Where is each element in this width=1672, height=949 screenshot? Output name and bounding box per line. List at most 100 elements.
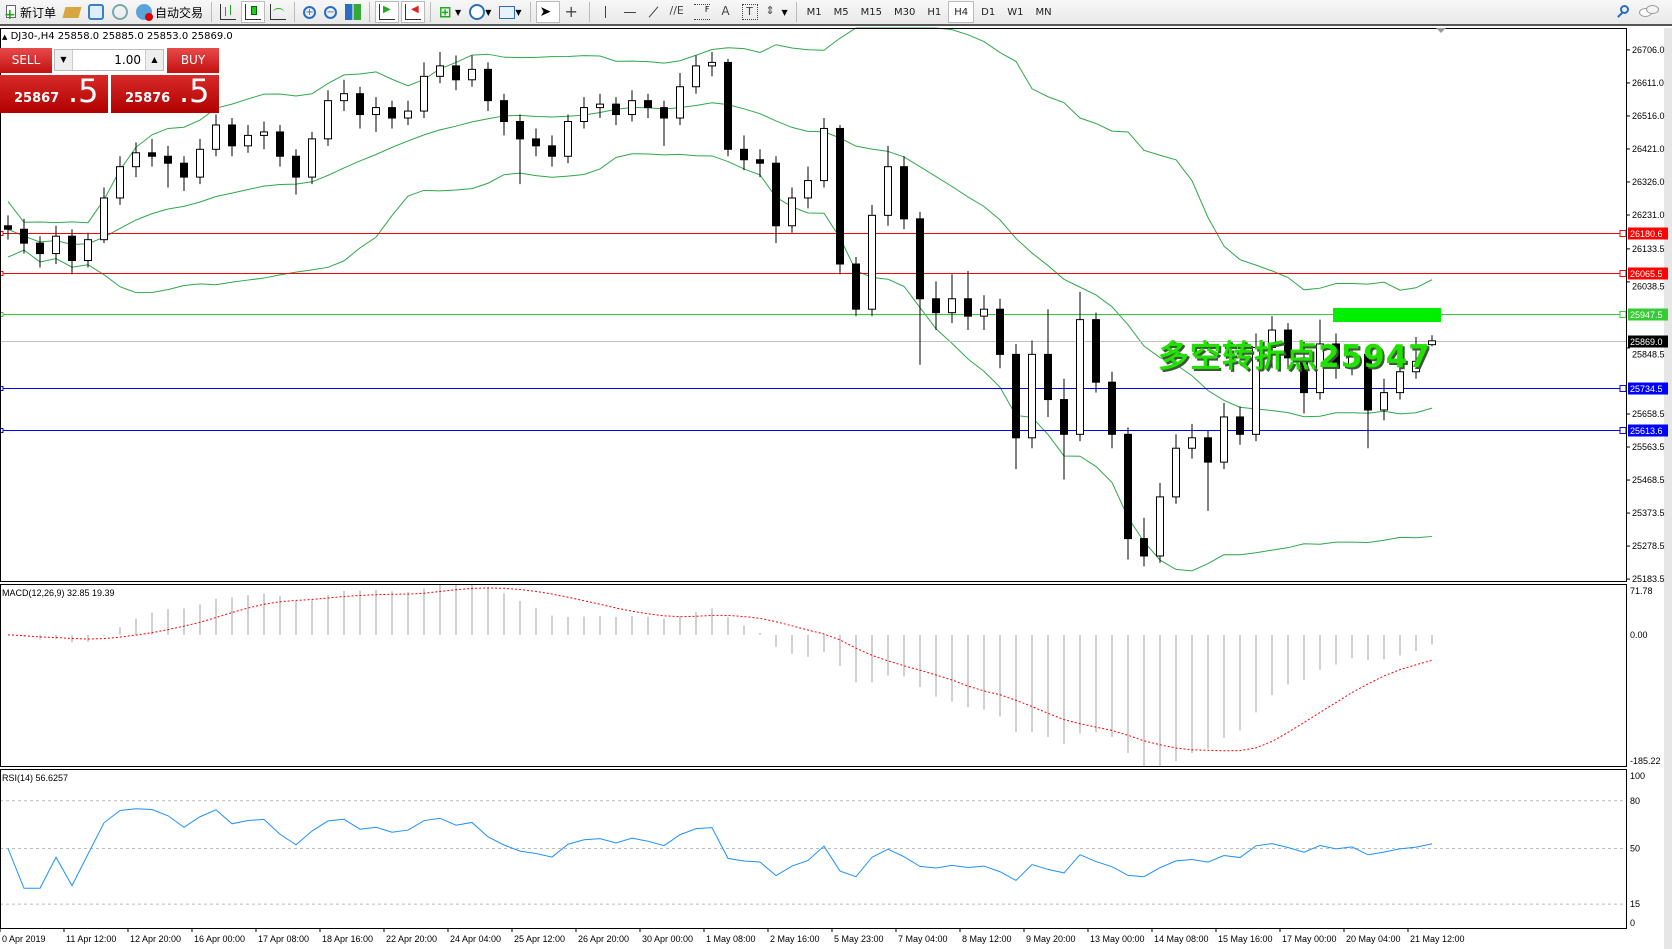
signals-button[interactable] [109, 1, 131, 23]
templates-button[interactable]: ▼ [496, 1, 524, 23]
line-chart-button[interactable] [267, 1, 289, 23]
crosshair-button[interactable]: + [562, 1, 584, 23]
candle-body [1204, 437, 1212, 463]
indicators-button[interactable]: ⊞ ▼ [436, 1, 464, 23]
timeframe-w1[interactable]: W1 [1007, 6, 1024, 18]
timeframe-m15[interactable]: M15 [860, 6, 883, 18]
toolbar: + 新订单 自动交易 + − ▶ ◀ ⊞ ▼ ▼ ▼ ➤ + //E F A T ⇕… [0, 0, 1672, 26]
equidistant-channel-button[interactable]: //E [667, 1, 689, 23]
tile-windows-button[interactable] [342, 1, 364, 23]
auto-trading-button[interactable]: 自动交易 [133, 1, 206, 23]
main-pane [0, 27, 1627, 572]
auto-scroll-button[interactable]: ▶ [375, 1, 400, 23]
candle [500, 93, 508, 136]
timeframe-h1[interactable]: H1 [927, 6, 942, 18]
candle-body [692, 65, 700, 88]
arrows-icon: ⇕ [765, 4, 775, 17]
candle-body [724, 61, 732, 150]
trendline-button[interactable] [643, 1, 665, 23]
candle-body [212, 124, 220, 150]
text-label-button[interactable]: T [739, 1, 761, 23]
text-icon: A [721, 4, 730, 18]
fibonacci-button[interactable]: F [691, 1, 713, 23]
candle-body [84, 239, 92, 262]
candle-body [4, 225, 12, 230]
zoom-out-button[interactable]: − [321, 1, 340, 23]
auto-trading-label: 自动交易 [155, 5, 204, 20]
candle [1348, 343, 1356, 376]
timeframe-m5[interactable]: M5 [833, 6, 849, 18]
candle-body [964, 298, 972, 317]
zoom-in-button[interactable]: + [300, 1, 319, 23]
search-button[interactable] [1612, 1, 1634, 23]
bar-chart-icon [220, 4, 237, 20]
cursor-button[interactable]: ➤ [535, 1, 560, 23]
candle [404, 100, 412, 125]
zoom-in-icon: + [303, 5, 317, 19]
chart-shift-marker [1436, 28, 1446, 33]
candle-body [1364, 353, 1372, 411]
signal-icon [112, 4, 129, 20]
timeframe-mn[interactable]: MN [1035, 6, 1052, 18]
pivot-annotation-text[interactable]: 多空转折点25947 [1158, 339, 1431, 375]
candle-body [228, 124, 236, 147]
one-click-trading-panel: SELL ▼ 1.00 ▲ BUY 25867 .5 25876 .5 [0, 48, 219, 113]
text-button[interactable]: A [715, 1, 737, 23]
timeframe-d1[interactable]: D1 [981, 6, 996, 18]
candle-body [164, 155, 172, 164]
auto-scroll-icon: ▶ [379, 4, 396, 20]
market-watch-button[interactable] [61, 1, 83, 23]
candle-body [820, 127, 828, 182]
price-tick-label: 25373.5 [1632, 508, 1665, 518]
arrows-button[interactable]: ⇕ ▼ [763, 1, 791, 23]
candle [980, 295, 988, 331]
time-tick-label: 17 Apr 08:00 [258, 934, 309, 944]
periods-button[interactable]: ▼ [466, 1, 494, 23]
timeframe-m1[interactable]: M1 [806, 6, 822, 18]
candle-body [1284, 329, 1292, 359]
lot-decrease-icon[interactable]: ▼ [55, 50, 73, 70]
candle-body [1076, 319, 1084, 435]
chat-button[interactable] [1636, 1, 1664, 23]
buy-price-button[interactable]: 25876 .5 [111, 72, 219, 113]
buy-button[interactable]: BUY [167, 48, 219, 73]
lot-size-input[interactable]: 1.00 [114, 53, 141, 67]
sell-price-frac: .5 [68, 72, 99, 110]
candle-body [292, 155, 300, 178]
candle [532, 128, 540, 157]
bar-chart-button[interactable] [217, 1, 239, 23]
candle [996, 298, 1004, 369]
candle-body [1028, 353, 1036, 439]
candle-body [900, 166, 908, 220]
level-price-tag [1628, 424, 1668, 437]
chat-icon [1639, 4, 1661, 20]
macd-tick-label: -185.22 [1630, 756, 1661, 766]
candle [1172, 434, 1180, 504]
navigator-button[interactable] [85, 1, 107, 23]
candle-body [596, 103, 604, 109]
rsi-tick-label: 100 [1630, 771, 1645, 781]
horizontal-line-button[interactable] [619, 1, 641, 23]
separator [588, 2, 590, 22]
lot-increase-icon[interactable]: ▲ [145, 50, 163, 70]
candle [612, 97, 620, 125]
candle-body [804, 180, 812, 199]
price-tick-label: 26421.0 [1632, 144, 1665, 154]
time-tick-label: 18 Apr 16:00 [322, 934, 373, 944]
candle [708, 51, 716, 77]
sell-price-button[interactable]: 25867 .5 [0, 72, 108, 113]
candle-body [676, 86, 684, 119]
timeframe-m30[interactable]: M30 [894, 6, 916, 18]
chart-shift-button[interactable]: ◀ [401, 1, 426, 23]
new-order-icon: + [4, 5, 16, 23]
candlestick-chart-button[interactable] [241, 1, 266, 23]
new-order-button[interactable]: + 新订单 [1, 1, 59, 23]
candle-body [836, 127, 844, 265]
timeframe-h4[interactable]: H4 [948, 1, 975, 23]
time-tick-label: 1 May 08:00 [706, 934, 756, 944]
sell-button[interactable]: SELL [0, 48, 52, 73]
lot-size-stepper[interactable]: ▼ 1.00 ▲ [54, 49, 164, 71]
collapse-triangle-icon[interactable]: ▲ [2, 33, 8, 41]
vertical-line-button[interactable] [595, 1, 617, 23]
